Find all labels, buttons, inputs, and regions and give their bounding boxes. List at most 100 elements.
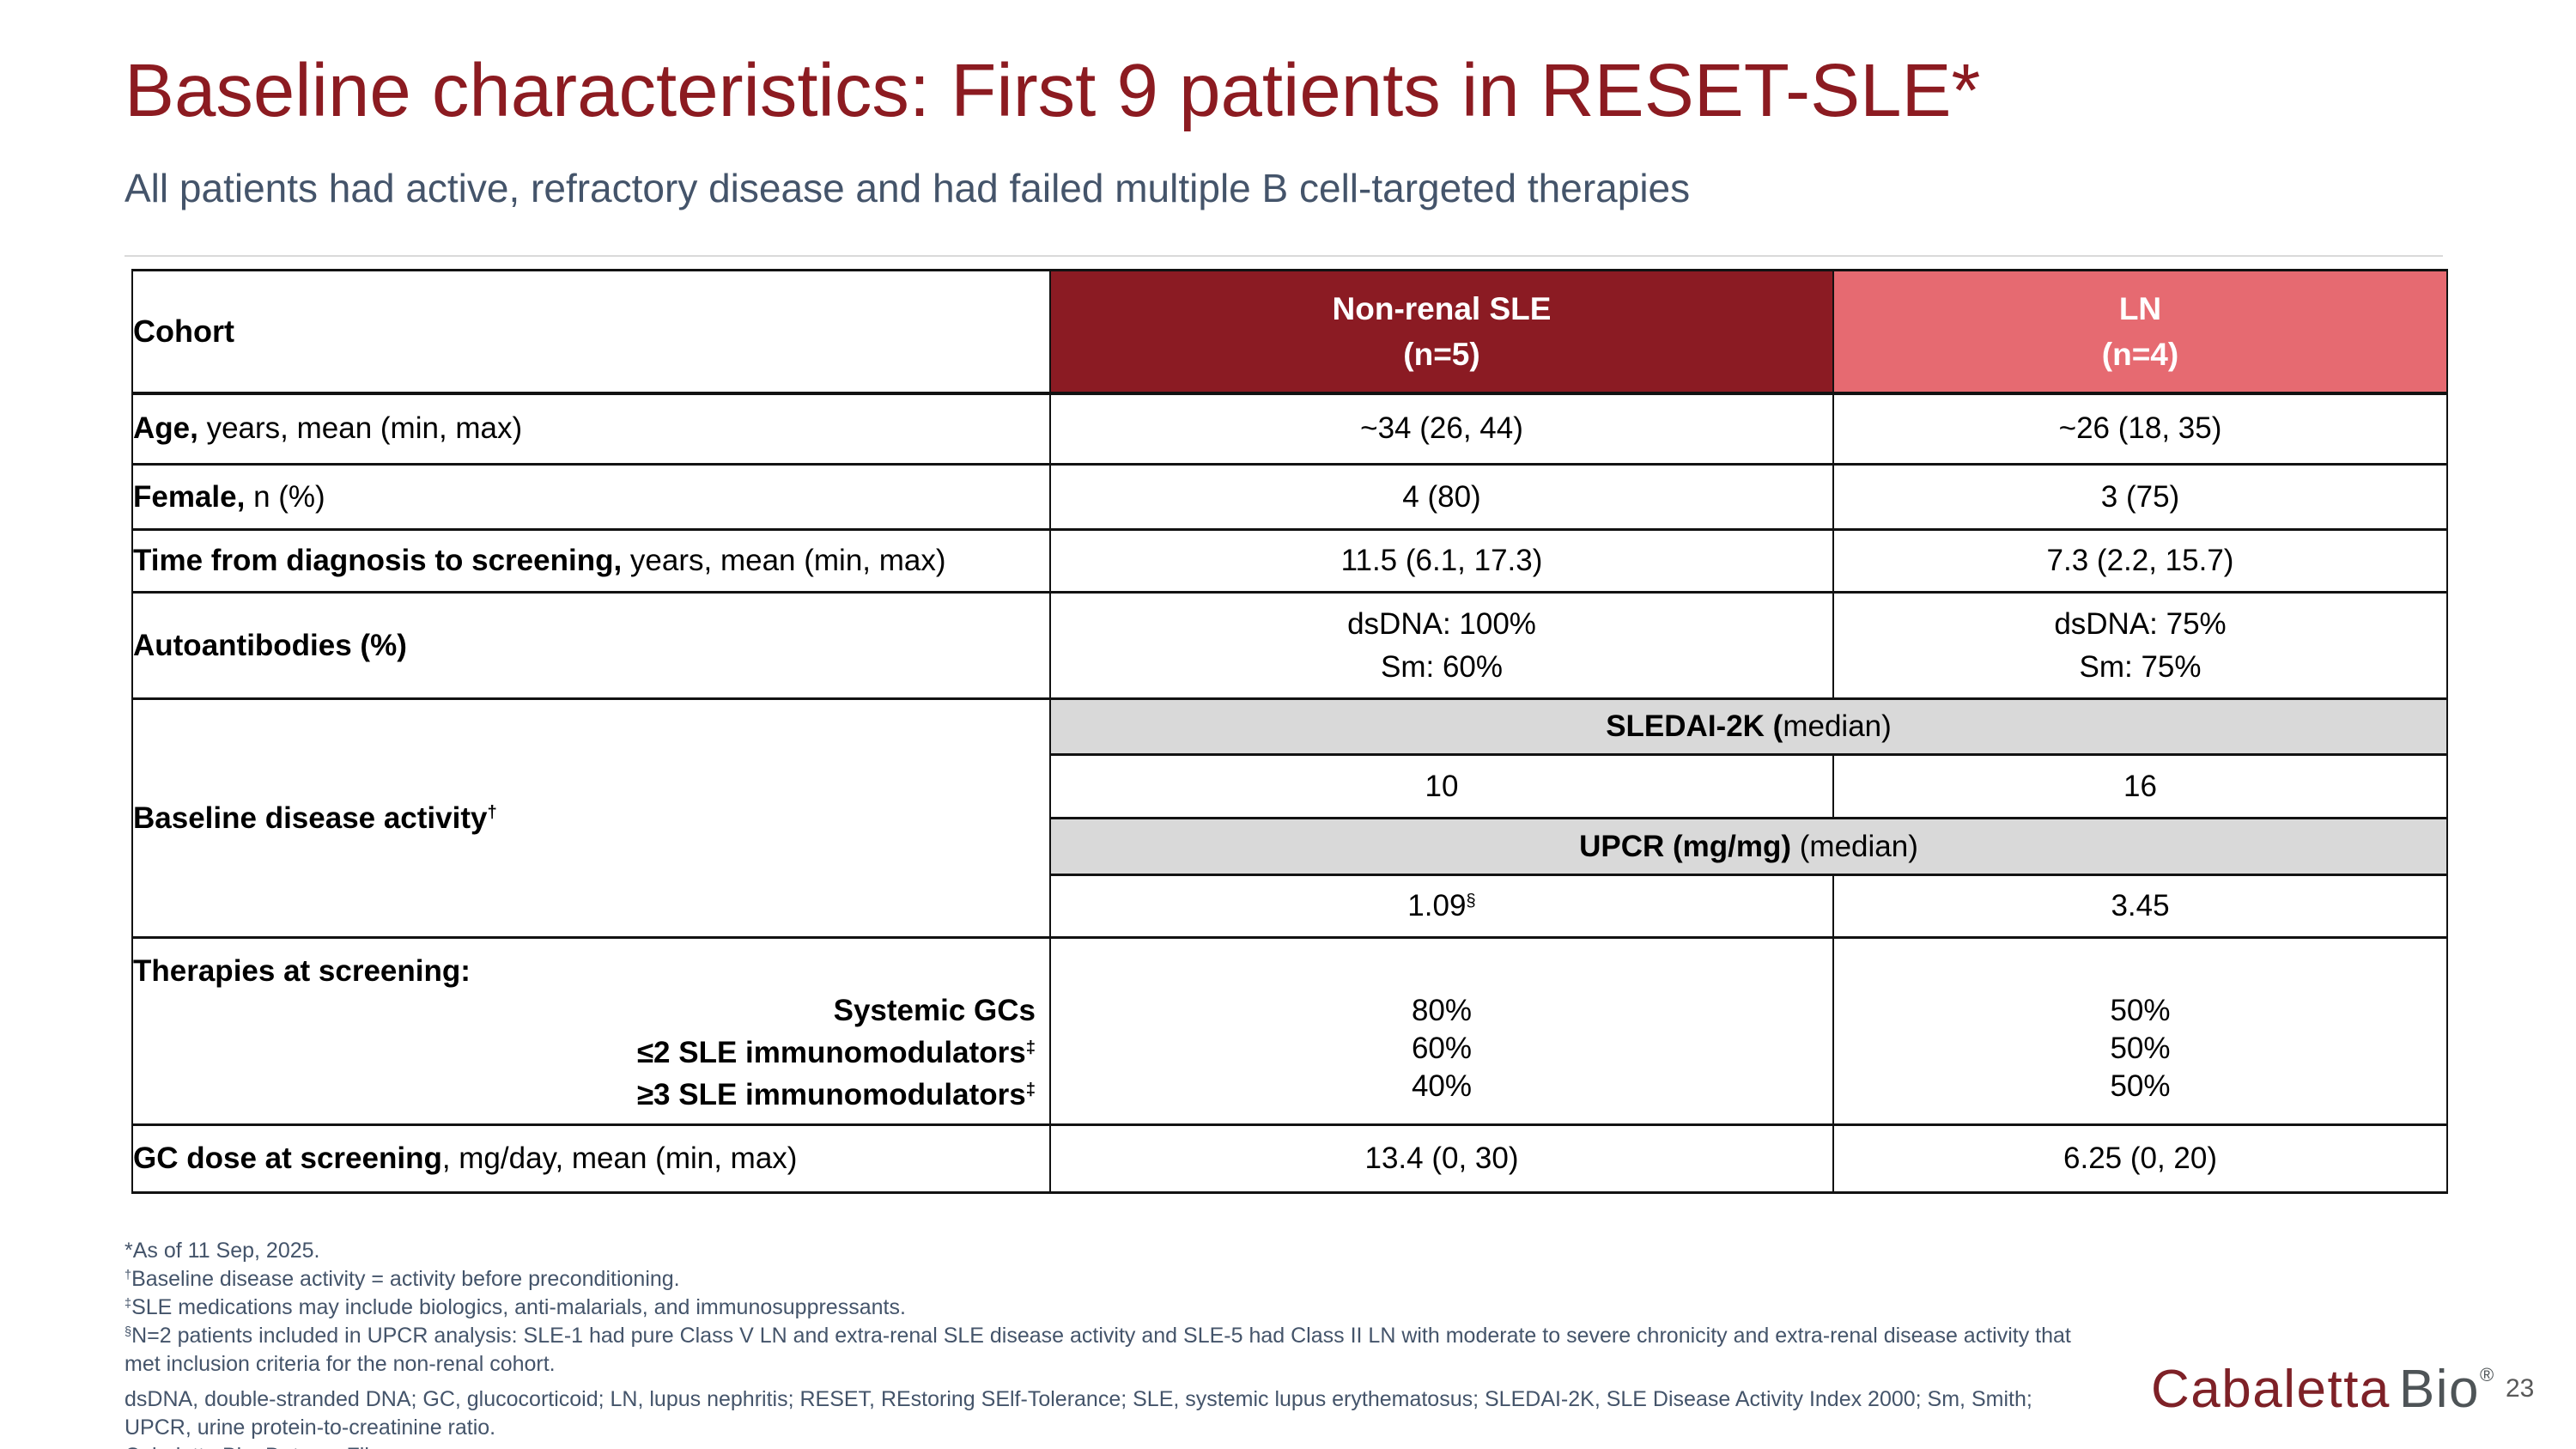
age-label-rest: years, mean (min, max) (197, 411, 523, 446)
therapy-value-nonrenal-2: 40% (1411, 1069, 1473, 1103)
footnote-upcr-analysis-cont: met inclusion criteria for the non-renal… (125, 1352, 2071, 1380)
therapy-label-2-text: ≥3 SLE immunomodulators (636, 1078, 1026, 1111)
gc-dose-label-rest: , mg/day, mean (min, max) (441, 1142, 798, 1175)
autoantibodies-label-cell: Autoantibodies (%) (131, 591, 1051, 700)
upcr-value-ln: 3.45 (1832, 874, 2448, 939)
time-label-rest: years, mean (min, max) (622, 544, 946, 577)
age-value-nonrenal: ~34 (26, 44) (1049, 392, 1834, 466)
female-value-nonrenal: 4 (80) (1049, 463, 1834, 531)
female-label-rest: n (%) (245, 479, 325, 514)
therapy-label-0-text: Systemic GCs (833, 994, 1036, 1027)
therapy-label-systemic-gcs: Systemic GCs (134, 992, 1048, 1034)
upcr-nonrenal-sup: § (1466, 891, 1476, 910)
logo-bio-text: Bio (2398, 1360, 2481, 1419)
therapies-label-cell: Therapies at screening: Systemic GCs ≤2 … (131, 936, 1051, 1126)
page-subtitle: All patients had active, refractory dise… (125, 166, 1691, 210)
footnotes: *As of 11 Sep, 2025. †Baseline disease a… (125, 1239, 2071, 1449)
footnote-upcr-analysis: §N=2 patients included in UPCR analysis:… (125, 1324, 2071, 1352)
therapy-label-2-sup: ‡ (1025, 1080, 1036, 1099)
time-value-nonrenal: 11.5 (6.1, 17.3) (1049, 528, 1834, 594)
upcr-value-nonrenal: 1.09§ (1049, 874, 1834, 939)
autoantibodies-nonrenal-dsdna: dsDNA: 100% (1347, 606, 1536, 641)
ln-header-n: (n=4) (2101, 336, 2179, 372)
footnote-2-text: SLE medications may include biologics, a… (131, 1295, 906, 1319)
baseline-activity-label-bold: Baseline disease activity (133, 801, 488, 835)
therapy-label-le2-immunomodulators: ≤2 SLE immunomodulators‡ (134, 1034, 1048, 1076)
table-row-autoantibodies: Autoantibodies (%) dsDNA: 100% Sm: 60% d… (131, 591, 2448, 700)
upcr-band-rest: (median) (1791, 829, 1918, 863)
therapies-values-ln-stack: 50% 50% 50% (1835, 992, 2445, 1105)
baseline-activity-sup: † (487, 803, 497, 823)
sledai-band-cell: SLEDAI-2K (median) (1049, 697, 2448, 756)
footnote-3-text: N=2 patients included in UPCR analysis: … (131, 1324, 2071, 1348)
sledai-value-ln: 16 (1832, 753, 2448, 819)
nonrenal-sle-header-cell: Non-renal SLE (n=5) (1049, 269, 1834, 395)
gc-dose-value-ln: 6.25 (0, 20) (1832, 1123, 2448, 1194)
footnote-3-sup: § (125, 1325, 132, 1340)
sledai-band-rest: median) (1783, 709, 1892, 743)
age-label-cell: Age, years, mean (min, max) (131, 392, 1051, 466)
table-row-sledai-header: Baseline disease activity† SLEDAI-2K (me… (131, 697, 2448, 939)
age-label-bold: Age, (133, 411, 198, 446)
table-row-gc-dose: GC dose at screening, mg/day, mean (min,… (131, 1123, 2448, 1194)
female-label-cell: Female, n (%) (131, 463, 1051, 531)
autoantibodies-label-bold: Autoantibodies (%) (133, 628, 407, 662)
table-row-age: Age, years, mean (min, max) ~34 (26, 44)… (131, 392, 2448, 466)
nonrenal-sle-header-n: (n=5) (1403, 336, 1480, 372)
therapies-values-ln: 50% 50% 50% (1832, 936, 2448, 1126)
footnote-4-text: met inclusion criteria for the non-renal… (125, 1352, 556, 1376)
footnote-as-of-date: *As of 11 Sep, 2025. (125, 1239, 2071, 1267)
page-title: Baseline characteristics: First 9 patien… (125, 49, 1981, 132)
baseline-activity-label-cell: Baseline disease activity† (131, 697, 1051, 939)
footnote-5-text: dsDNA, double-stranded DNA; GC, glucocor… (125, 1387, 2032, 1411)
therapy-value-ln-1: 50% (2110, 1032, 2171, 1065)
autoantibodies-nonrenal-sm: Sm: 60% (1381, 649, 1503, 684)
therapy-label-1-text: ≤2 SLE immunomodulators (636, 1036, 1026, 1069)
sledai-value-nonrenal: 10 (1049, 753, 1834, 819)
cohort-header-cell: Cohort (131, 269, 1051, 395)
female-label-bold: Female, (133, 479, 246, 514)
therapy-value-ln-0: 50% (2110, 994, 2171, 1027)
nonrenal-sle-header-label: Non-renal SLE (1332, 290, 1552, 326)
sledai-band-bold: SLEDAI-2K ( (1606, 709, 1783, 743)
footnote-2-sup: ‡ (125, 1297, 132, 1312)
therapy-value-ln-2: 50% (2110, 1069, 2171, 1103)
footnote-baseline-activity: †Baseline disease activity = activity be… (125, 1267, 2071, 1295)
therapy-label-1-sup: ‡ (1025, 1038, 1036, 1057)
autoantibodies-ln-sm: Sm: 75% (2079, 649, 2202, 684)
gc-dose-label-bold: GC dose at screening (133, 1142, 442, 1175)
therapies-item-labels: Systemic GCs ≤2 SLE immunomodulators‡ ≥3… (134, 992, 1048, 1118)
ln-header-cell: LN (n=4) (1832, 269, 2448, 395)
therapies-header-label: Therapies at screening: (133, 954, 471, 988)
autoantibodies-value-ln: dsDNA: 75% Sm: 75% (1832, 591, 2448, 700)
upcr-band-bold: UPCR (mg/mg) (1579, 829, 1792, 863)
footnote-abbreviations-cont: UPCR, urine protein-to-creatinine ratio. (125, 1416, 2071, 1444)
footnote-7-text: Cabaletta Bio: Data on File. (125, 1444, 387, 1449)
upcr-band-cell: UPCR (mg/mg) (median) (1049, 817, 2448, 876)
footnote-abbreviations: dsDNA, double-stranded DNA; GC, glucocor… (125, 1387, 2071, 1416)
footnote-0-text: *As of 11 Sep, 2025. (125, 1239, 320, 1263)
table-row-therapies: Therapies at screening: Systemic GCs ≤2 … (131, 936, 2448, 1126)
table-row-upcr-values: 1.09§ 3.45 (132, 874, 2448, 939)
footnote-6-text: UPCR, urine protein-to-creatinine ratio. (125, 1416, 496, 1440)
female-value-ln: 3 (75) (1832, 463, 2448, 531)
page-number: 23 (2506, 1374, 2535, 1403)
table-row-upcr-header: UPCR (mg/mg) (median) (132, 817, 2448, 876)
divider-line (125, 255, 2443, 257)
autoantibodies-ln-dsdna: dsDNA: 75% (2054, 606, 2227, 641)
footnote-data-on-file: Cabaletta Bio: Data on File. (125, 1444, 2071, 1449)
ln-header-label: LN (2118, 290, 2162, 326)
age-value-ln: ~26 (18, 35) (1832, 392, 2448, 466)
time-label-cell: Time from diagnosis to screening, years,… (131, 528, 1051, 594)
footnote-1-sup: † (125, 1269, 132, 1283)
time-label-bold: Time from diagnosis to screening, (133, 544, 623, 577)
therapies-values-nonrenal-stack: 80% 60% 40% (1052, 992, 1832, 1105)
therapy-label-ge3-immunomodulators: ≥3 SLE immunomodulators‡ (134, 1076, 1048, 1118)
table-header-row: Cohort Non-renal SLE (n=5) LN (n=4) (131, 269, 2448, 395)
baseline-characteristics-table: Cohort Non-renal SLE (n=5) LN (n=4) Age,… (131, 269, 2448, 1194)
table-row-sledai-values: 10 16 (132, 753, 2448, 819)
autoantibodies-value-nonrenal: dsDNA: 100% Sm: 60% (1049, 591, 1834, 700)
cabaletta-bio-logo: Cabaletta Bio® (2151, 1359, 2494, 1420)
therapy-value-nonrenal-0: 80% (1411, 994, 1473, 1027)
